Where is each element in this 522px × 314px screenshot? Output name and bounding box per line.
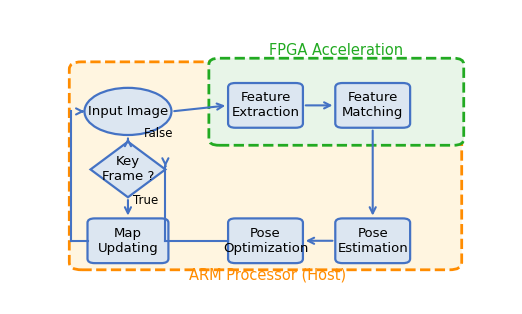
Text: Key
Frame ?: Key Frame ?: [102, 155, 154, 183]
Ellipse shape: [85, 88, 171, 135]
Text: Pose
Optimization: Pose Optimization: [223, 227, 308, 255]
Text: Map
Updating: Map Updating: [98, 227, 158, 255]
Text: False: False: [144, 127, 174, 140]
FancyBboxPatch shape: [88, 219, 169, 263]
Polygon shape: [90, 142, 165, 197]
FancyBboxPatch shape: [209, 58, 464, 145]
Text: Input Image: Input Image: [88, 105, 168, 118]
Text: ARM Processor (Host): ARM Processor (Host): [189, 268, 346, 283]
Text: True: True: [133, 194, 159, 207]
FancyBboxPatch shape: [335, 83, 410, 128]
FancyBboxPatch shape: [228, 83, 303, 128]
Text: Feature
Matching: Feature Matching: [342, 91, 404, 119]
FancyBboxPatch shape: [335, 219, 410, 263]
Text: Pose
Estimation: Pose Estimation: [337, 227, 408, 255]
FancyBboxPatch shape: [228, 219, 303, 263]
Text: Feature
Extraction: Feature Extraction: [231, 91, 300, 119]
FancyBboxPatch shape: [69, 62, 461, 270]
Text: FPGA Acceleration: FPGA Acceleration: [269, 43, 404, 58]
